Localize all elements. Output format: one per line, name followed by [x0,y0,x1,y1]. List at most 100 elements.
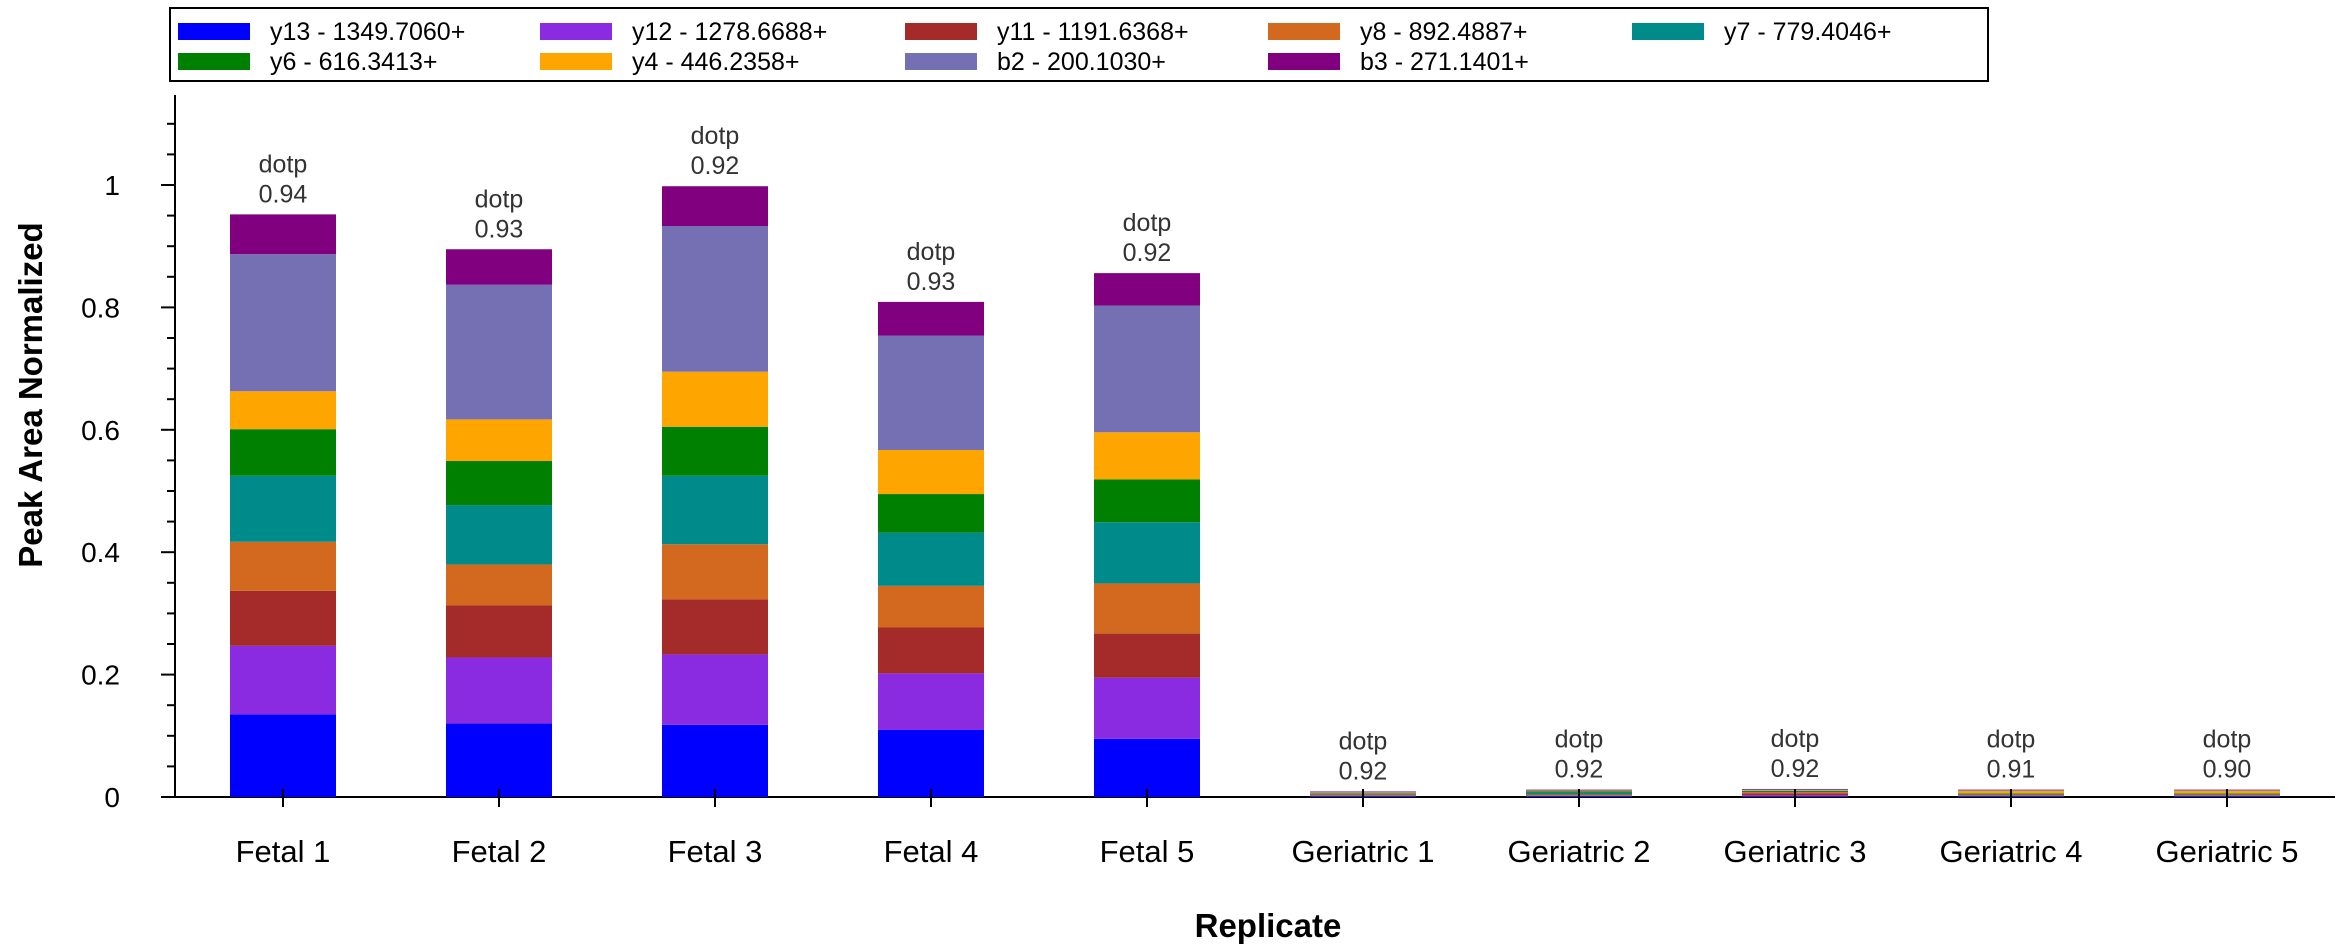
bar-segment [230,475,336,542]
legend-label: y12 - 1278.6688+ [632,18,827,46]
y-tick-label: 0.6 [81,415,120,446]
y-tick-label: 1 [104,170,120,201]
bar-segment [446,505,552,565]
bar-segment [662,599,768,655]
legend-swatch [540,53,612,70]
dotp-label: dotp [2203,726,2252,754]
bar-segment [446,605,552,658]
dotp-label: dotp [1339,727,1388,755]
bar-segment [230,645,336,715]
x-tick-label: Geriatric 5 [2156,834,2299,869]
bar-segment [662,226,768,372]
x-tick-label: Geriatric 2 [1508,834,1651,869]
x-tick-label: Fetal 5 [1100,834,1195,869]
dotp-value: 0.93 [907,268,956,296]
legend-swatch [905,23,977,40]
dotp-value: 0.92 [1339,757,1388,785]
bar-segment [230,590,336,646]
legend-label: y13 - 1349.7060+ [270,18,465,46]
x-tick-label: Fetal 2 [452,834,547,869]
bar-segment [1094,305,1200,433]
bar-segment [878,585,984,628]
bar-segment [230,429,336,476]
legend-swatch [1268,23,1340,40]
dotp-value: 0.91 [1987,756,2036,784]
x-tick-label: Fetal 3 [668,834,763,869]
dotp-label: dotp [259,150,308,178]
legend-swatch [905,53,977,70]
dotp-value: 0.93 [475,215,524,243]
dotp-label: dotp [907,238,956,266]
bar-segment [446,461,552,506]
bar-segment [230,391,336,430]
bar-segment [662,426,768,476]
bar-segment [446,657,552,724]
bar-segment [446,723,552,797]
legend-label: b2 - 200.1030+ [997,48,1166,76]
bar-segment [662,724,768,797]
bar-segment [230,541,336,591]
dotp-value: 0.92 [1771,755,1820,783]
dotp-value: 0.92 [1123,239,1172,267]
x-tick-label: Geriatric 1 [1292,834,1435,869]
dotp-value: 0.94 [259,180,308,208]
bar-segment [1094,273,1200,306]
legend-label: b3 - 271.1401+ [1360,48,1529,76]
bar-segment [1094,522,1200,584]
bar-segment [878,627,984,674]
legend-label: y11 - 1191.6368+ [997,18,1189,46]
legend-swatch [540,23,612,40]
bar-segment [662,186,768,227]
bar-segment [230,214,336,255]
bar-segment [1094,479,1200,523]
x-tick-label: Fetal 1 [236,834,331,869]
bar-segment [446,249,552,285]
bar-segment [446,419,552,462]
dotp-value: 0.92 [1555,756,1604,784]
legend-swatch [1268,53,1340,70]
bar-segment [1094,677,1200,739]
dotp-value: 0.92 [691,152,740,180]
dotp-label: dotp [1987,726,2036,754]
x-tick-label: Fetal 4 [884,834,979,869]
y-tick-label: 0.4 [81,537,120,568]
bar-segment [1094,633,1200,678]
bar-segment [878,729,984,797]
dotp-label: dotp [691,122,740,150]
bar-segment [1094,583,1200,634]
dotp-label: dotp [1771,725,1820,753]
x-tick-label: Geriatric 3 [1724,834,1867,869]
y-tick-label: 0 [104,782,120,813]
bar-segment [878,301,984,336]
legend-swatch [178,23,250,40]
bar-segment [878,494,984,533]
bar-segment [662,544,768,600]
legend-label: y6 - 616.3413+ [270,48,438,76]
x-tick-label: Geriatric 4 [1940,834,2083,869]
legend-label: y4 - 446.2358+ [632,48,800,76]
legend-box [169,7,1989,82]
y-tick-label: 0.2 [81,660,120,691]
bar-segment [878,532,984,586]
bar-segment [230,254,336,392]
y-tick-label: 0.8 [81,292,120,323]
dotp-label: dotp [1123,209,1172,237]
x-axis-title: Replicate [1195,907,1342,944]
legend-swatch [178,53,250,70]
bar-segment [878,335,984,450]
bar-segment [662,654,768,725]
bar-segment [662,475,768,545]
dotp-value: 0.90 [2203,756,2252,784]
bar-segment [230,714,336,797]
legend-label: y7 - 779.4046+ [1724,18,1892,46]
dotp-label: dotp [1555,726,1604,754]
bar-segment [1094,738,1200,797]
legend-label: y8 - 892.4887+ [1360,18,1528,46]
legend-swatch [1632,23,1704,40]
bar-segment [1094,432,1200,480]
y-axis-title: Peak Area Normalized [12,222,49,567]
bar-segment [446,284,552,420]
bar-segment [878,449,984,495]
